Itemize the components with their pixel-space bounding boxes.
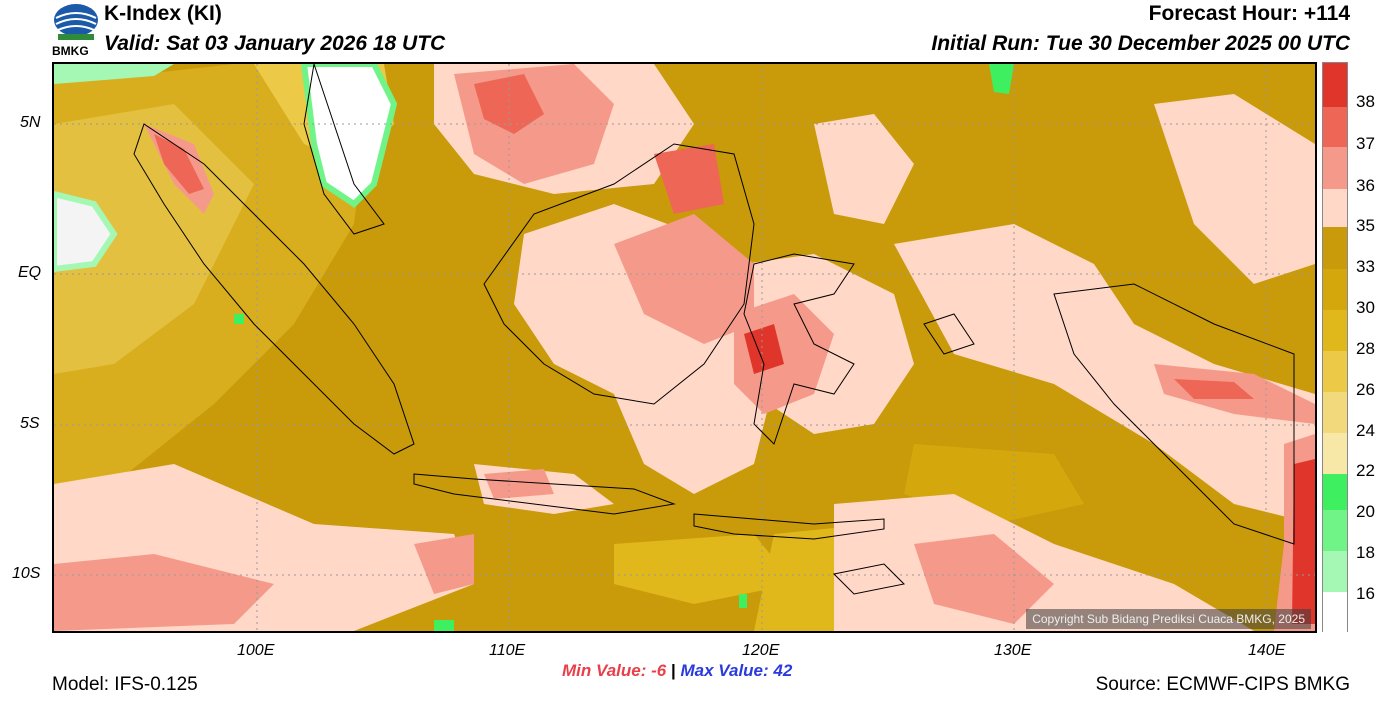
ne-green-area [989,64,1014,94]
copyright-notice: Copyright Sub Bidang Prediksi Cuaca BMKG… [1026,609,1311,629]
colorbar-label-37: 37 [1356,134,1375,153]
east-edge-red [1292,459,1315,624]
sulawesi-coast [743,253,855,445]
colorbar-seg-low [1323,592,1347,633]
lon-label-100e: 100E [237,642,275,659]
lon-label-140e: 140E [1248,642,1286,659]
scs-red [474,74,544,134]
min-value-label: Min Value: [562,661,647,680]
colorbar-seg-28 [1323,310,1347,351]
lat-label-10s: 10S [12,565,41,582]
sulawesi-red [744,324,784,374]
pacific-pale [1154,94,1315,284]
colorbar-seg-26 [1323,351,1347,392]
colorbar-seg-18 [1323,510,1347,551]
lon-label-130e: 130E [994,642,1032,659]
java-coast [413,473,676,515]
java-salmon [484,469,554,499]
colorbar-label-30: 30 [1356,298,1375,317]
malay-peninsula-coast [303,64,385,235]
sumatra-red [154,134,204,194]
lat-label-5s: 5S [20,415,40,432]
west-low-area [54,190,118,273]
valid-time: Valid: Sat 03 January 2026 18 UTC [104,32,446,55]
timor-coast [832,563,906,595]
borneo-coast [483,143,755,405]
gulf-thailand-low [300,64,398,208]
green-spot-3 [434,620,454,631]
source-label: Source: ECMWF-CIPS BMKG [1095,674,1350,695]
colorbar-label-36: 36 [1356,176,1375,195]
colorbar-label-26: 26 [1356,380,1375,399]
logo-text: BMKG [52,44,89,58]
colorbar-label-38: 38 [1356,92,1375,111]
papua-coast [1053,283,1295,545]
sumatra-coast [133,123,415,455]
sw-salmon [54,554,274,631]
map-canvas [54,64,1315,631]
max-value: 42 [773,661,793,680]
celebes-sea-pale [814,114,914,224]
colorbar-label-20: 20 [1356,502,1375,521]
borneo-salmon [614,214,754,344]
colorbar-label-24: 24 [1356,421,1375,440]
colorbar-seg-37 [1323,107,1347,147]
colorbar [1322,62,1348,633]
lon-label-110e: 110E [489,642,526,659]
green-spot-1 [234,314,244,324]
model-label: Model: IFS-0.125 [52,674,198,695]
min-max-separator: | [670,661,676,680]
colorbar-seg-30 [1323,269,1347,310]
colorbar-seg-33 [1323,227,1347,269]
colorbar-label-22: 22 [1356,461,1375,480]
maluku-pale [894,224,1315,524]
colorbar-seg-38 [1323,63,1347,107]
lon-label-120e: 120E [742,642,780,659]
colorbar-seg-36 [1323,147,1347,189]
colorbar-seg-24 [1323,392,1347,433]
sulawesi-salmon [734,294,834,414]
nusa-tenggara-coast [693,513,885,540]
green-spot-2 [739,594,747,608]
k-index-map[interactable]: Copyright Sub Bidang Prediksi Cuaca BMKG… [52,62,1317,633]
colorbar-seg-22 [1323,433,1347,474]
colorbar-label-28: 28 [1356,339,1375,358]
bmkg-logo: BMKG [52,2,100,60]
colorbar-label-18: 18 [1356,543,1375,562]
lat-label-eq: EQ [18,264,42,281]
grid-lines [54,64,1315,631]
arafura-salmon [914,534,1054,624]
flores-band [614,534,794,604]
s-salmon [414,534,474,594]
colorbar-seg-20 [1323,474,1347,510]
nw-green-area [54,64,174,84]
bmkg-logo-icon [54,4,98,40]
max-value-label: Max Value: [680,661,769,680]
colorbar-label-16: 16 [1356,584,1375,603]
coastlines [133,64,1295,595]
lat-label-5n: 5N [20,114,41,131]
initial-run: Initial Run: Tue 30 December 2025 00 UTC [931,32,1350,55]
maluku-coast [923,313,975,355]
colorbar-seg-16 [1323,551,1347,592]
map-title: K-Index (KI) [104,2,222,25]
colorbar-label-35: 35 [1356,216,1375,235]
forecast-hour: Forecast Hour: +114 [1148,2,1350,25]
papua-red [1174,379,1254,399]
min-max-summary: Min Value: -6 | Max Value: 42 [562,661,792,681]
min-value: -6 [651,661,667,680]
sabah-red [654,144,724,214]
colorbar-label-33: 33 [1356,257,1375,276]
colorbar-seg-35 [1323,189,1347,227]
